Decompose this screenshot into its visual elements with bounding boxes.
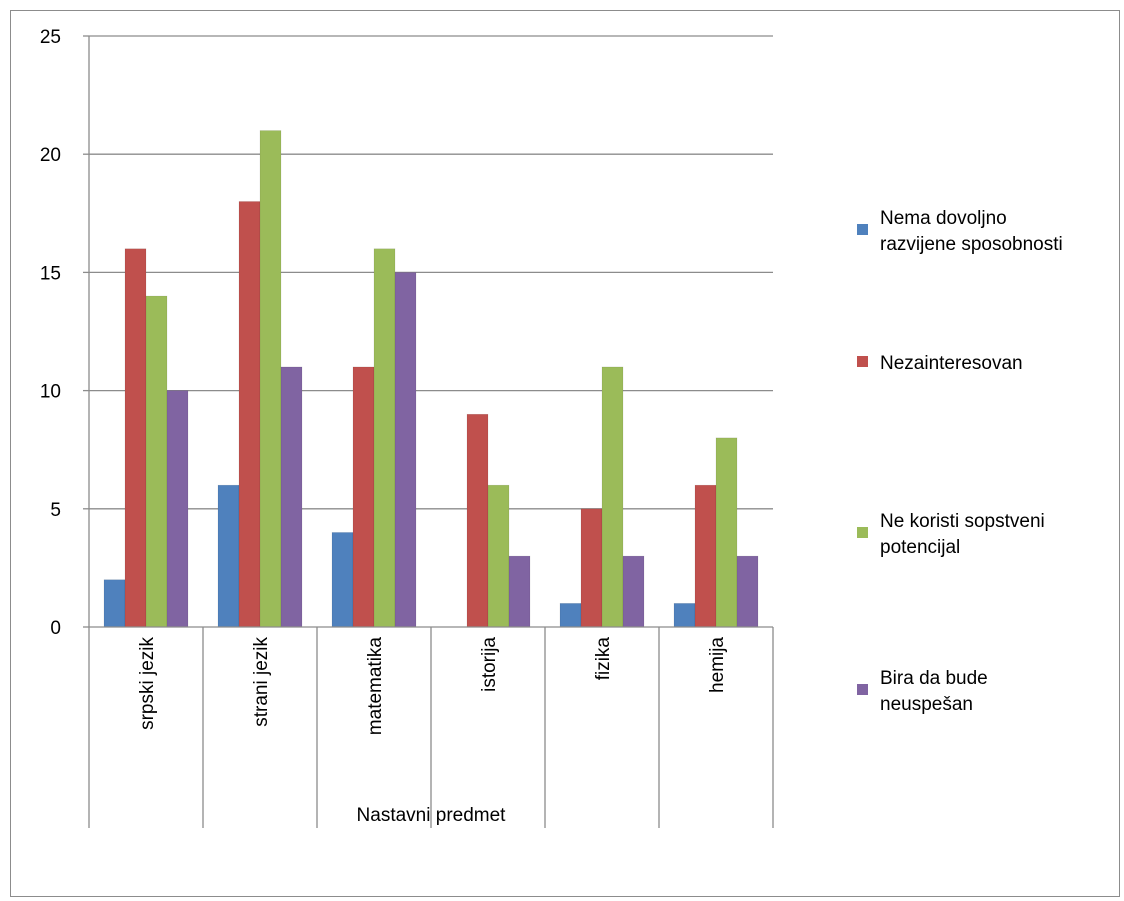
x-category-label: strani jezik xyxy=(251,637,272,727)
y-tick-label: 5 xyxy=(50,500,61,521)
bar xyxy=(559,603,582,628)
y-tick-label: 20 xyxy=(40,145,61,166)
bar xyxy=(394,272,417,628)
bars xyxy=(103,130,759,628)
legend-label: Ne koristi sopstveni xyxy=(880,511,1045,532)
bar xyxy=(487,484,510,628)
legend-label: Nema dovoljno xyxy=(880,208,1007,229)
legend-label: Nezainteresovan xyxy=(880,353,1023,374)
x-category-label: srpski jezik xyxy=(137,637,158,730)
bar xyxy=(715,437,738,628)
bar xyxy=(673,603,696,628)
bar xyxy=(103,579,126,628)
bar xyxy=(166,390,189,628)
legend-swatch xyxy=(857,527,868,538)
bar xyxy=(736,555,759,628)
legend-label: Bira da bude xyxy=(880,668,988,689)
bar xyxy=(145,295,168,628)
bar xyxy=(373,248,396,628)
bar xyxy=(622,555,645,628)
bar xyxy=(331,532,354,628)
bar xyxy=(259,130,282,628)
bar xyxy=(508,555,531,628)
bar xyxy=(466,413,489,628)
y-axis-ticks: 0 5 10 15 20 25 xyxy=(40,27,61,639)
bar xyxy=(694,484,717,628)
legend: Nema dovoljno razvijene sposobnosti Nezain… xyxy=(857,208,1063,715)
y-tick-label: 15 xyxy=(40,263,61,284)
axes xyxy=(83,35,774,828)
legend-swatch xyxy=(857,224,868,235)
y-tick-label: 25 xyxy=(40,27,61,48)
bar xyxy=(217,484,240,628)
x-axis-categories: srpski jezik strani jezik matematika istori… xyxy=(137,637,728,736)
x-category-label: matematika xyxy=(365,637,386,736)
legend-swatch xyxy=(857,684,868,695)
x-axis-title: Nastavni predmet xyxy=(357,805,507,826)
bar xyxy=(352,366,375,628)
bar xyxy=(580,508,603,628)
x-category-label: hemija xyxy=(707,637,728,693)
bar xyxy=(124,248,147,628)
legend-label: potencijal xyxy=(880,537,960,558)
bar xyxy=(280,366,303,628)
bar xyxy=(601,366,624,628)
y-tick-label: 10 xyxy=(40,382,61,403)
y-tick-label: 0 xyxy=(50,618,61,639)
bar xyxy=(238,201,261,628)
legend-label: neuspešan xyxy=(880,694,973,715)
legend-swatch xyxy=(857,356,868,367)
x-category-label: istorija xyxy=(479,637,500,692)
chart-frame xyxy=(10,10,1120,897)
x-category-label: fizika xyxy=(593,637,614,681)
legend-label: razvijene sposobnosti xyxy=(880,234,1063,255)
gridlines xyxy=(89,35,773,510)
